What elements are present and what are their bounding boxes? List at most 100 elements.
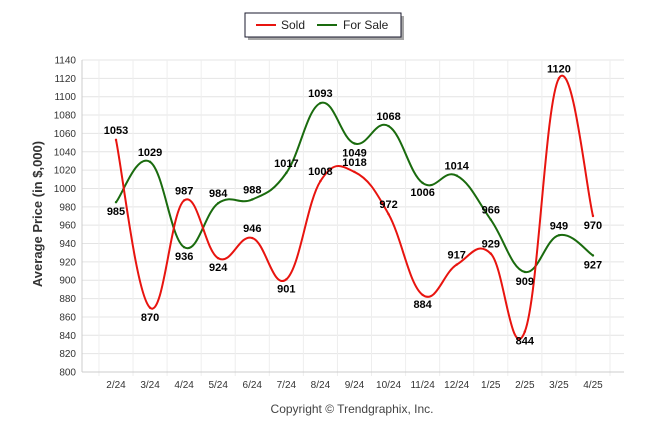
data-labels: 985 1029 936 984 988 1017 1093 1049 1068 1006 1014… (104, 63, 602, 347)
data-point-for-sale (421, 181, 424, 185)
copyright-credit: Copyright © Trendgraphix, Inc. (271, 402, 434, 416)
legend-label-sold: Sold (281, 18, 305, 32)
data-label-sold: 929 (482, 239, 500, 251)
data-point-sold (455, 263, 458, 266)
data-label-for-sale: 1029 (138, 147, 162, 159)
data-label-sold: 946 (243, 223, 261, 235)
data-point-for-sale (489, 218, 492, 221)
data-label-for-sale: 1014 (444, 161, 469, 173)
x-tick-label: 2/25 (515, 380, 535, 391)
data-label-for-sale: 984 (209, 188, 228, 200)
y-tick-label: 940 (59, 239, 76, 250)
x-axis: 2/24 3/24 4/24 5/24 6/24 7/24 8/24 9/24 10/24 11/… (82, 371, 624, 391)
data-label-sold: 1120 (547, 63, 571, 75)
data-point-for-sale (217, 201, 220, 205)
data-point-for-sale (387, 124, 390, 128)
data-point-sold (319, 179, 322, 183)
x-tick-label: 4/24 (174, 380, 194, 391)
data-point-sold (557, 77, 561, 80)
data-label-for-sale: 1068 (376, 111, 400, 123)
data-label-sold: 970 (584, 220, 602, 232)
data-point-for-sale (523, 270, 527, 274)
data-label-sold: 924 (209, 262, 228, 274)
data-point-sold (148, 306, 152, 309)
grid-lines (82, 59, 624, 376)
data-label-sold: 917 (448, 250, 466, 262)
x-tick-label: 6/24 (243, 380, 263, 391)
y-tick-label: 880 (59, 294, 76, 305)
y-axis: 800 820 840 860 880 900 920 940 960 980 1000 1020 10… (54, 56, 83, 379)
data-label-for-sale: 927 (584, 259, 602, 271)
y-tick-label: 1020 (54, 166, 77, 177)
y-tick-label: 1140 (54, 56, 76, 67)
y-tick-label: 900 (59, 276, 76, 287)
y-tick-label: 1080 (54, 111, 77, 122)
data-point-for-sale (182, 246, 186, 249)
x-tick-label: 8/24 (311, 380, 331, 391)
y-tick-label: 980 (59, 202, 76, 213)
x-tick-label: 3/25 (549, 380, 569, 391)
y-tick-label: 800 (59, 368, 76, 379)
data-point-sold (489, 252, 492, 255)
data-point-for-sale (285, 171, 288, 175)
data-label-sold: 987 (175, 185, 193, 197)
data-label-for-sale: 988 (243, 184, 261, 196)
x-tick-label: 4/25 (583, 380, 603, 391)
data-point-sold (182, 199, 186, 202)
data-label-sold: 1053 (104, 125, 128, 137)
data-point-sold (591, 214, 595, 218)
data-label-sold: 901 (277, 283, 295, 295)
y-tick-label: 1040 (54, 147, 77, 158)
y-tick-label: 820 (59, 349, 76, 360)
x-tick-label: 12/24 (444, 380, 469, 391)
y-tick-label: 1000 (54, 184, 77, 195)
data-point-sold (114, 138, 118, 142)
data-point-for-sale (148, 160, 152, 164)
data-label-for-sale: 949 (550, 220, 568, 232)
data-point-for-sale (114, 201, 118, 204)
y-tick-label: 960 (59, 221, 76, 232)
data-point-for-sale (319, 101, 322, 105)
legend-label-for-sale: For Sale (343, 18, 389, 32)
x-tick-label: 5/24 (208, 380, 228, 391)
x-tick-label: 9/24 (345, 380, 365, 391)
y-tick-label: 840 (59, 331, 76, 342)
data-label-sold: 1018 (342, 157, 366, 169)
data-label-for-sale: 1006 (410, 187, 434, 199)
x-tick-label: 1/25 (481, 380, 501, 391)
x-tick-label: 7/24 (277, 380, 297, 391)
data-point-sold (217, 257, 220, 260)
data-label-sold: 844 (516, 336, 535, 348)
y-axis-title: Average Price (in $,000) (30, 141, 45, 287)
data-label-sold: 972 (379, 199, 397, 211)
data-label-for-sale: 936 (175, 251, 193, 263)
data-label-for-sale: 909 (516, 276, 534, 288)
legend[interactable]: Sold For Sale (244, 12, 404, 40)
y-tick-label: 920 (59, 257, 76, 268)
data-point-sold (285, 278, 288, 281)
data-label-for-sale: 985 (107, 206, 125, 218)
x-tick-label: 3/24 (140, 380, 160, 391)
data-point-for-sale (557, 234, 561, 237)
data-point-sold (353, 170, 356, 174)
x-tick-label: 11/24 (410, 380, 435, 391)
y-tick-label: 1100 (54, 92, 76, 103)
data-point-for-sale (455, 174, 458, 177)
data-point-sold (251, 236, 254, 240)
data-point-sold (523, 330, 527, 333)
data-label-sold: 1008 (308, 166, 332, 178)
data-point-for-sale (591, 254, 595, 257)
x-tick-label: 2/24 (106, 380, 126, 391)
data-label-for-sale: 1049 (342, 148, 366, 160)
y-tick-label: 1060 (54, 129, 77, 140)
data-label-for-sale: 1017 (274, 158, 298, 170)
x-tick-label: 10/24 (376, 380, 401, 391)
data-label-for-sale: 966 (482, 205, 500, 217)
y-tick-label: 860 (59, 312, 76, 323)
data-point-sold (421, 293, 424, 297)
series-group (114, 74, 595, 341)
data-point-for-sale (251, 198, 254, 201)
y-tick-label: 1120 (54, 74, 76, 85)
data-point-for-sale (353, 142, 356, 145)
